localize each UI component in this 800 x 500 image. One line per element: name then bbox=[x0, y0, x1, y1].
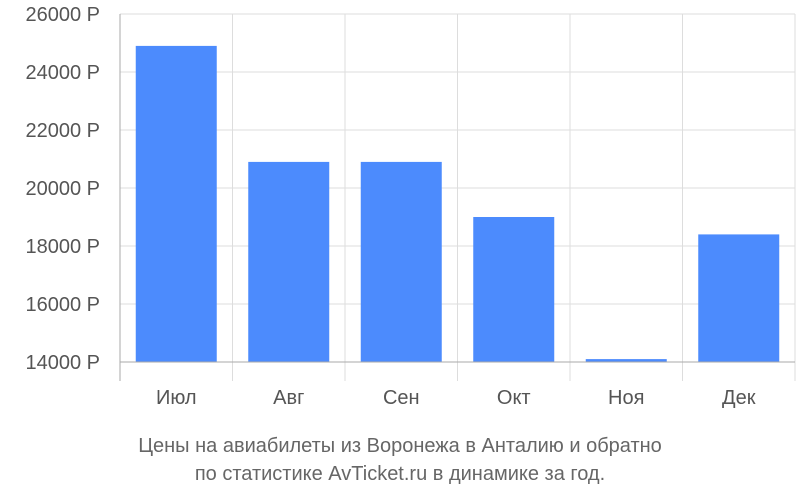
x-tick-label: Авг bbox=[273, 387, 304, 409]
x-tick-label: Ноя bbox=[608, 387, 644, 409]
y-tick-label: 14000 Р bbox=[25, 352, 100, 374]
bar-3 bbox=[360, 161, 442, 362]
bar-chart: 14000 Р 16000 Р 18000 Р 20000 Р 22000 Р 24000… bbox=[25, 4, 796, 409]
y-tick-label: 24000 Р bbox=[25, 62, 100, 84]
y-tick-label: 18000 Р bbox=[25, 236, 100, 258]
chart-caption-line-2: по статистике AvTicket.ru в динамике за … bbox=[194, 463, 606, 485]
axes bbox=[119, 14, 795, 381]
x-tick-label: Июл bbox=[156, 387, 197, 409]
y-tick-label: 22000 Р bbox=[25, 120, 100, 142]
bar-6 bbox=[698, 234, 780, 362]
chart-caption-line-1: Цены на авиабилеты из Воронежа в Анталию… bbox=[138, 435, 662, 457]
bar-1 bbox=[135, 45, 217, 363]
y-tick-labels: 14000 Р 16000 Р 18000 Р 20000 Р 22000 Р 24000… bbox=[25, 4, 100, 374]
x-tick-label: Сен bbox=[383, 387, 420, 409]
y-tick-label: 20000 Р bbox=[25, 178, 100, 200]
x-tick-label: Дек bbox=[722, 387, 756, 409]
bar-5 bbox=[585, 359, 667, 362]
bar-4 bbox=[473, 217, 555, 362]
y-tick-label: 26000 Р bbox=[25, 4, 100, 26]
grid bbox=[120, 13, 796, 381]
y-tick-label: 16000 Р bbox=[25, 294, 100, 316]
bar-2 bbox=[248, 161, 330, 362]
bars bbox=[135, 45, 780, 363]
x-tick-label: Окт bbox=[497, 387, 531, 409]
x-tick-labels: Июл Авг Сен Окт Ноя Дек bbox=[156, 387, 756, 409]
